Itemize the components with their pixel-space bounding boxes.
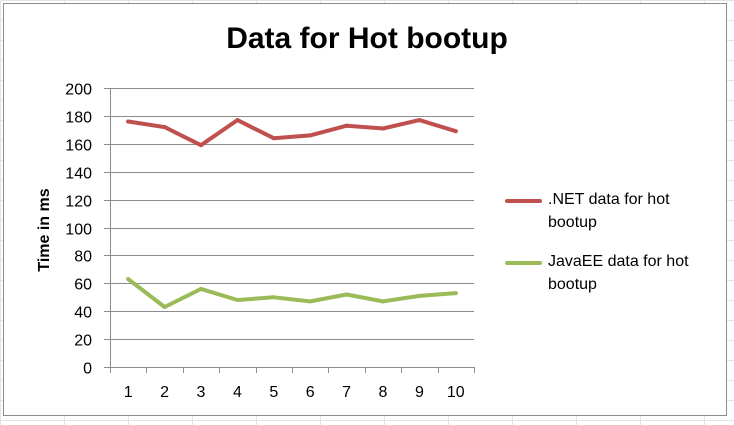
data-point[interactable]: [453, 129, 458, 134]
data-point[interactable]: [271, 295, 276, 300]
x-tick-label: 10: [447, 384, 465, 401]
x-tick-labels: 1 2 3 4 5 6 7 8 9 10: [124, 384, 465, 401]
y-tick-label: 80: [74, 249, 92, 266]
data-point[interactable]: [381, 299, 385, 304]
data-point[interactable]: [162, 125, 167, 130]
data-point[interactable]: [126, 277, 131, 282]
data-point[interactable]: [162, 305, 167, 310]
y-tick-label: 0: [83, 361, 92, 378]
data-point[interactable]: [381, 126, 385, 131]
legend-item-javaee[interactable]: JavaEE data for hot bootup: [505, 250, 725, 312]
x-tick-label: 3: [197, 384, 206, 401]
data-point[interactable]: [199, 286, 203, 291]
y-tick-labels: 0 20 40 60 80 100 120 140 160 180 200: [65, 82, 92, 378]
data-point[interactable]: [271, 136, 276, 141]
data-point[interactable]: [308, 299, 313, 304]
series-line-dotnet[interactable]: [126, 118, 458, 148]
y-tick-label: 40: [74, 305, 92, 322]
x-tick-label: 9: [415, 384, 424, 401]
legend-swatch-dotnet: [505, 199, 542, 203]
chart-area[interactable]: [3, 3, 727, 416]
data-point[interactable]: [417, 118, 422, 123]
x-tick-label: 8: [379, 384, 388, 401]
y-tick-label: 20: [74, 333, 92, 350]
data-point[interactable]: [126, 119, 131, 124]
legend: .NET data for hot bootup JavaEE data for…: [505, 188, 725, 312]
x-tick-label: 2: [160, 384, 169, 401]
data-point[interactable]: [453, 291, 458, 296]
legend-swatch-javaee: [505, 261, 542, 265]
x-tick-label: 5: [269, 384, 278, 401]
y-tick-label: 180: [65, 110, 92, 127]
x-tick-label: 1: [124, 384, 133, 401]
data-point[interactable]: [235, 118, 240, 123]
gridlines: [104, 88, 475, 373]
y-tick-label: 160: [65, 138, 92, 155]
data-point[interactable]: [235, 298, 240, 303]
x-tick-label: 4: [233, 384, 242, 401]
legend-item-dotnet[interactable]: .NET data for hot bootup: [505, 188, 725, 250]
data-point[interactable]: [308, 133, 313, 138]
legend-label-dotnet: .NET data for hot bootup: [548, 191, 670, 231]
x-tick-label: 7: [342, 384, 351, 401]
series-line-javaee[interactable]: [126, 277, 458, 309]
y-tick-label: 120: [65, 194, 92, 211]
y-tick-label: 60: [74, 277, 92, 294]
series-lines: [126, 118, 458, 310]
y-tick-label: 200: [65, 82, 92, 99]
y-tick-label: 140: [65, 166, 92, 183]
legend-label-javaee: JavaEE data for hot bootup: [548, 253, 689, 293]
data-point[interactable]: [417, 293, 422, 298]
data-point[interactable]: [199, 143, 203, 148]
x-tick-label: 6: [306, 384, 315, 401]
data-point[interactable]: [344, 292, 349, 297]
chart-title: Data for Hot bootup: [226, 22, 508, 55]
y-tick-label: 100: [65, 222, 92, 239]
data-point[interactable]: [344, 123, 349, 128]
